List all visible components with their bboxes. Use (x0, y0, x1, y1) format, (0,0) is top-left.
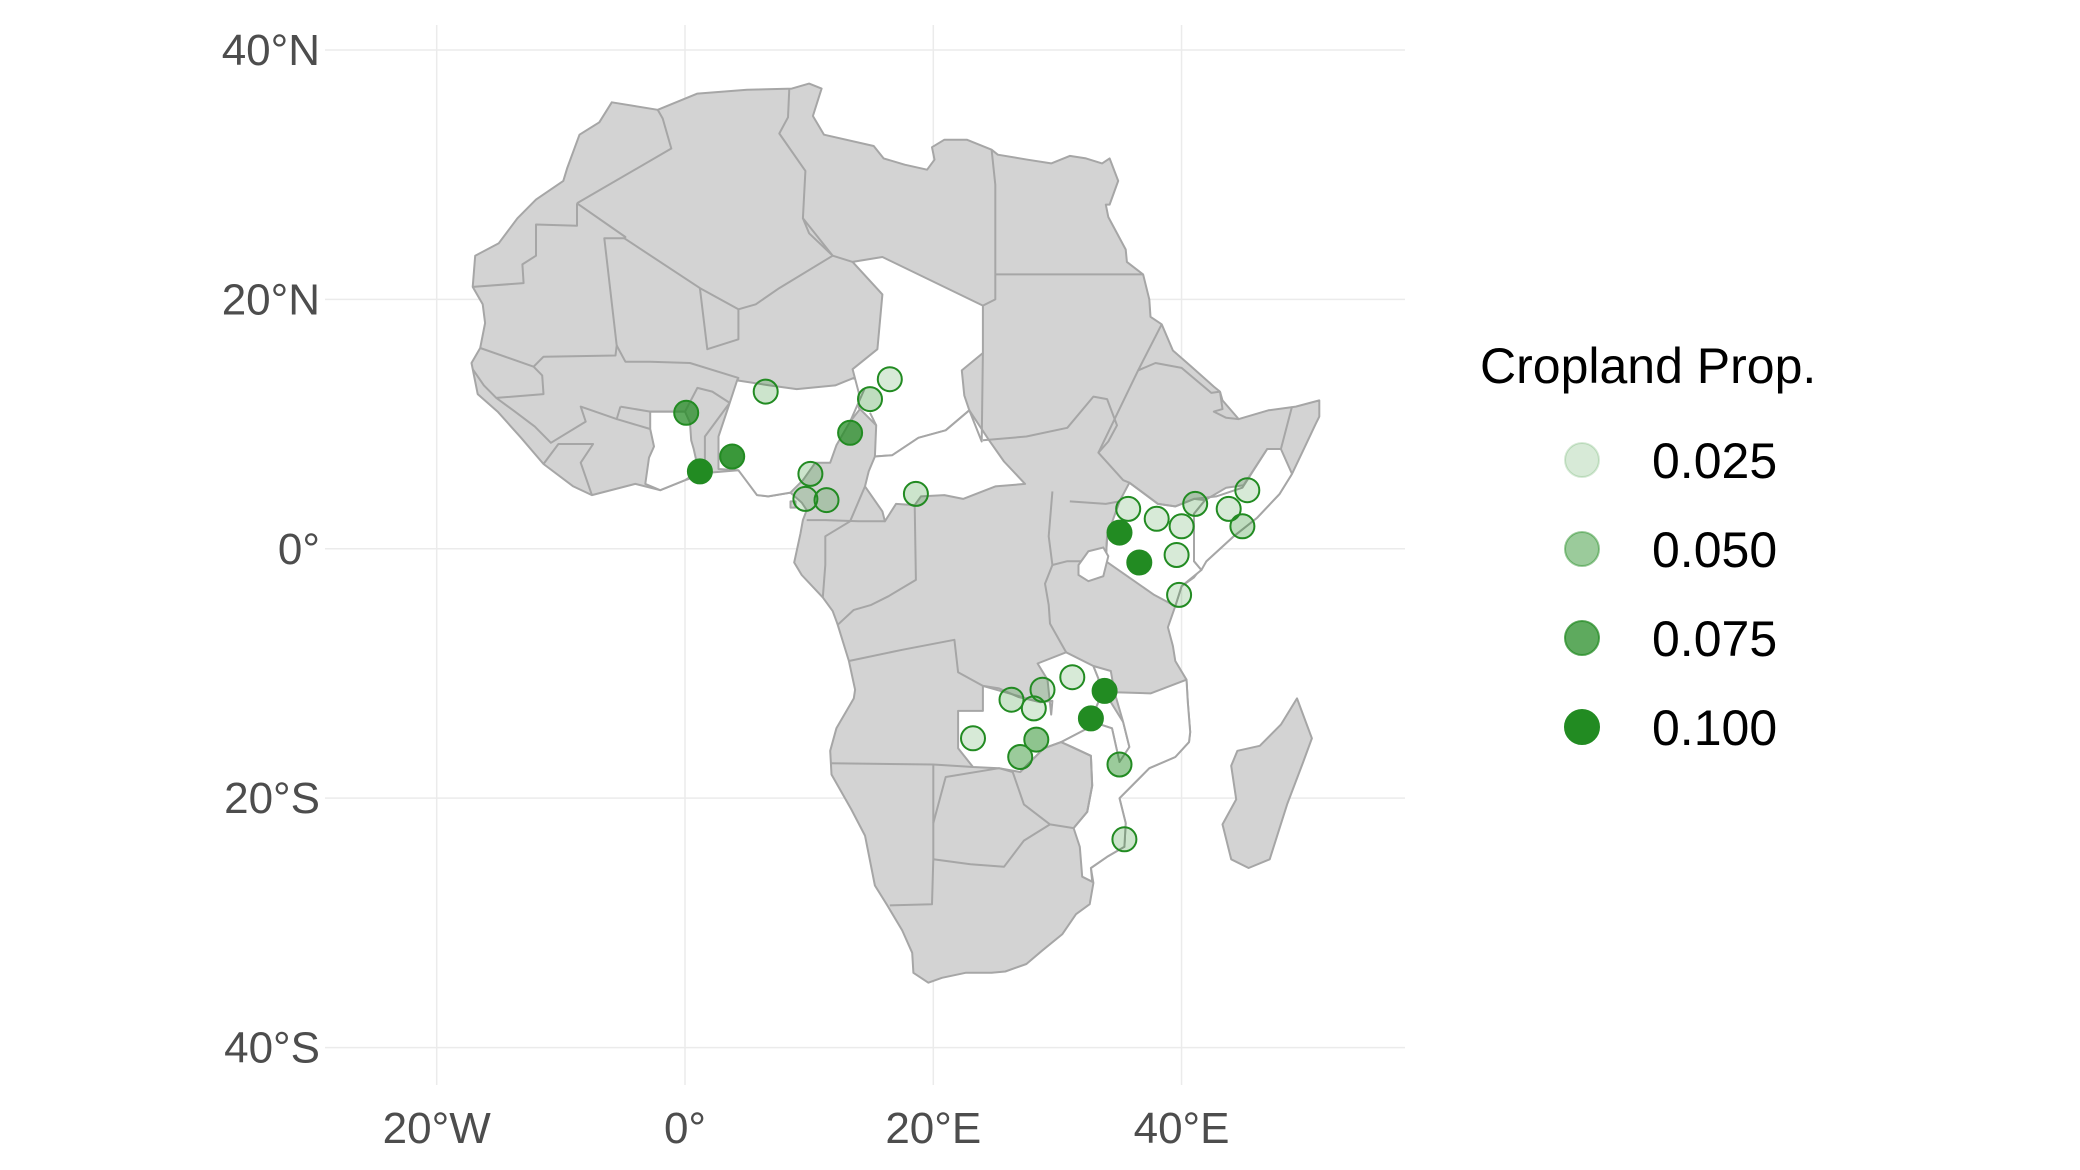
country-border (869, 412, 878, 426)
country-border (968, 352, 984, 443)
country-border (982, 149, 997, 307)
cropland-point (1023, 726, 1050, 753)
cropland-point (1215, 495, 1242, 522)
legend-label: 0.075 (1652, 611, 1777, 667)
lon-tick-label: 40°E (1134, 1104, 1230, 1153)
country-border (982, 395, 1130, 484)
cropland-point (1229, 513, 1256, 540)
legend-key (1564, 531, 1600, 567)
lat-tick-label: 40°N (222, 26, 320, 75)
cropland-point (1091, 677, 1118, 704)
country-border (615, 345, 740, 381)
cropland-point (1182, 490, 1209, 517)
cropland-point (857, 386, 883, 413)
cropland-point (1059, 664, 1086, 691)
cropland-point (1115, 495, 1142, 522)
cropland-point (876, 366, 903, 393)
cropland-point (797, 460, 824, 487)
country-border (933, 823, 1051, 868)
country-border (532, 202, 627, 368)
country-border (1137, 323, 1163, 371)
africa-land (470, 82, 1321, 984)
cropland-point (719, 443, 746, 470)
madagascar (1221, 697, 1313, 869)
country-border (1128, 406, 1293, 508)
country-border (1044, 491, 1067, 653)
cropland-point (1077, 705, 1104, 732)
lat-tick-label: 40°S (224, 1024, 320, 1073)
country-border (1069, 500, 1120, 505)
country-border (848, 638, 984, 687)
study-country-car (864, 409, 1027, 523)
cropland-point (752, 378, 779, 405)
cropland-point (1106, 751, 1133, 778)
cropland-point (813, 487, 840, 514)
lon-tick-label: 0° (664, 1104, 706, 1153)
cropland-point (686, 458, 713, 485)
legend-label: 0.025 (1652, 433, 1777, 489)
country-border (542, 443, 595, 496)
axis-labels: 40°N 20°N 0° 20°S 40°S 20°W 0° 20°E 40°E (222, 26, 1230, 1153)
cropland-point (1020, 695, 1047, 722)
cropland-point (1166, 581, 1193, 608)
cropland-point (792, 485, 819, 512)
country-border (472, 203, 578, 288)
country-border (821, 486, 866, 598)
country-border (698, 287, 740, 351)
legend: Cropland Prop. 0.025 0.050 0.075 0.100 (1480, 338, 1816, 756)
cropland-point (1106, 519, 1133, 546)
country-border (806, 519, 885, 523)
cropland-point (1111, 826, 1138, 853)
country-border (837, 505, 917, 626)
cropland-point (1234, 477, 1261, 504)
country-border (1097, 362, 1221, 454)
cropland-point (998, 686, 1025, 713)
legend-label: 0.100 (1652, 700, 1777, 756)
country-border (620, 386, 731, 413)
cropland-point (1163, 542, 1190, 568)
country-border (471, 347, 545, 399)
legend-key (1564, 620, 1600, 656)
cropland-point (1168, 513, 1195, 540)
country-border (801, 217, 853, 263)
cropland-point (960, 725, 986, 752)
legend-label: 0.050 (1652, 522, 1777, 578)
legend-key (1564, 442, 1600, 478)
study-country-nigeria (717, 376, 866, 498)
country-border (616, 418, 651, 430)
country-border (495, 397, 622, 444)
cropland-point (1143, 505, 1170, 532)
cropland-points (673, 366, 1261, 853)
cropland-point (837, 419, 864, 446)
lon-tick-label: 20°E (885, 1104, 981, 1153)
cropland-point (1126, 549, 1153, 576)
country-border (576, 109, 673, 205)
legend-title: Cropland Prop. (1480, 338, 1816, 394)
country-border (982, 684, 1041, 704)
lat-tick-label: 0° (278, 525, 320, 574)
lat-tick-label: 20°N (222, 275, 320, 324)
lon-tick-label: 20°W (383, 1104, 492, 1153)
lake-victoria (1077, 546, 1110, 583)
cropland-point (902, 480, 929, 507)
lat-tick-label: 20°S (224, 774, 320, 823)
cropland-point (673, 399, 700, 426)
country-border (849, 387, 866, 423)
country-border (1212, 391, 1239, 421)
legend-key (1564, 709, 1600, 745)
cropland-point (1007, 744, 1034, 770)
